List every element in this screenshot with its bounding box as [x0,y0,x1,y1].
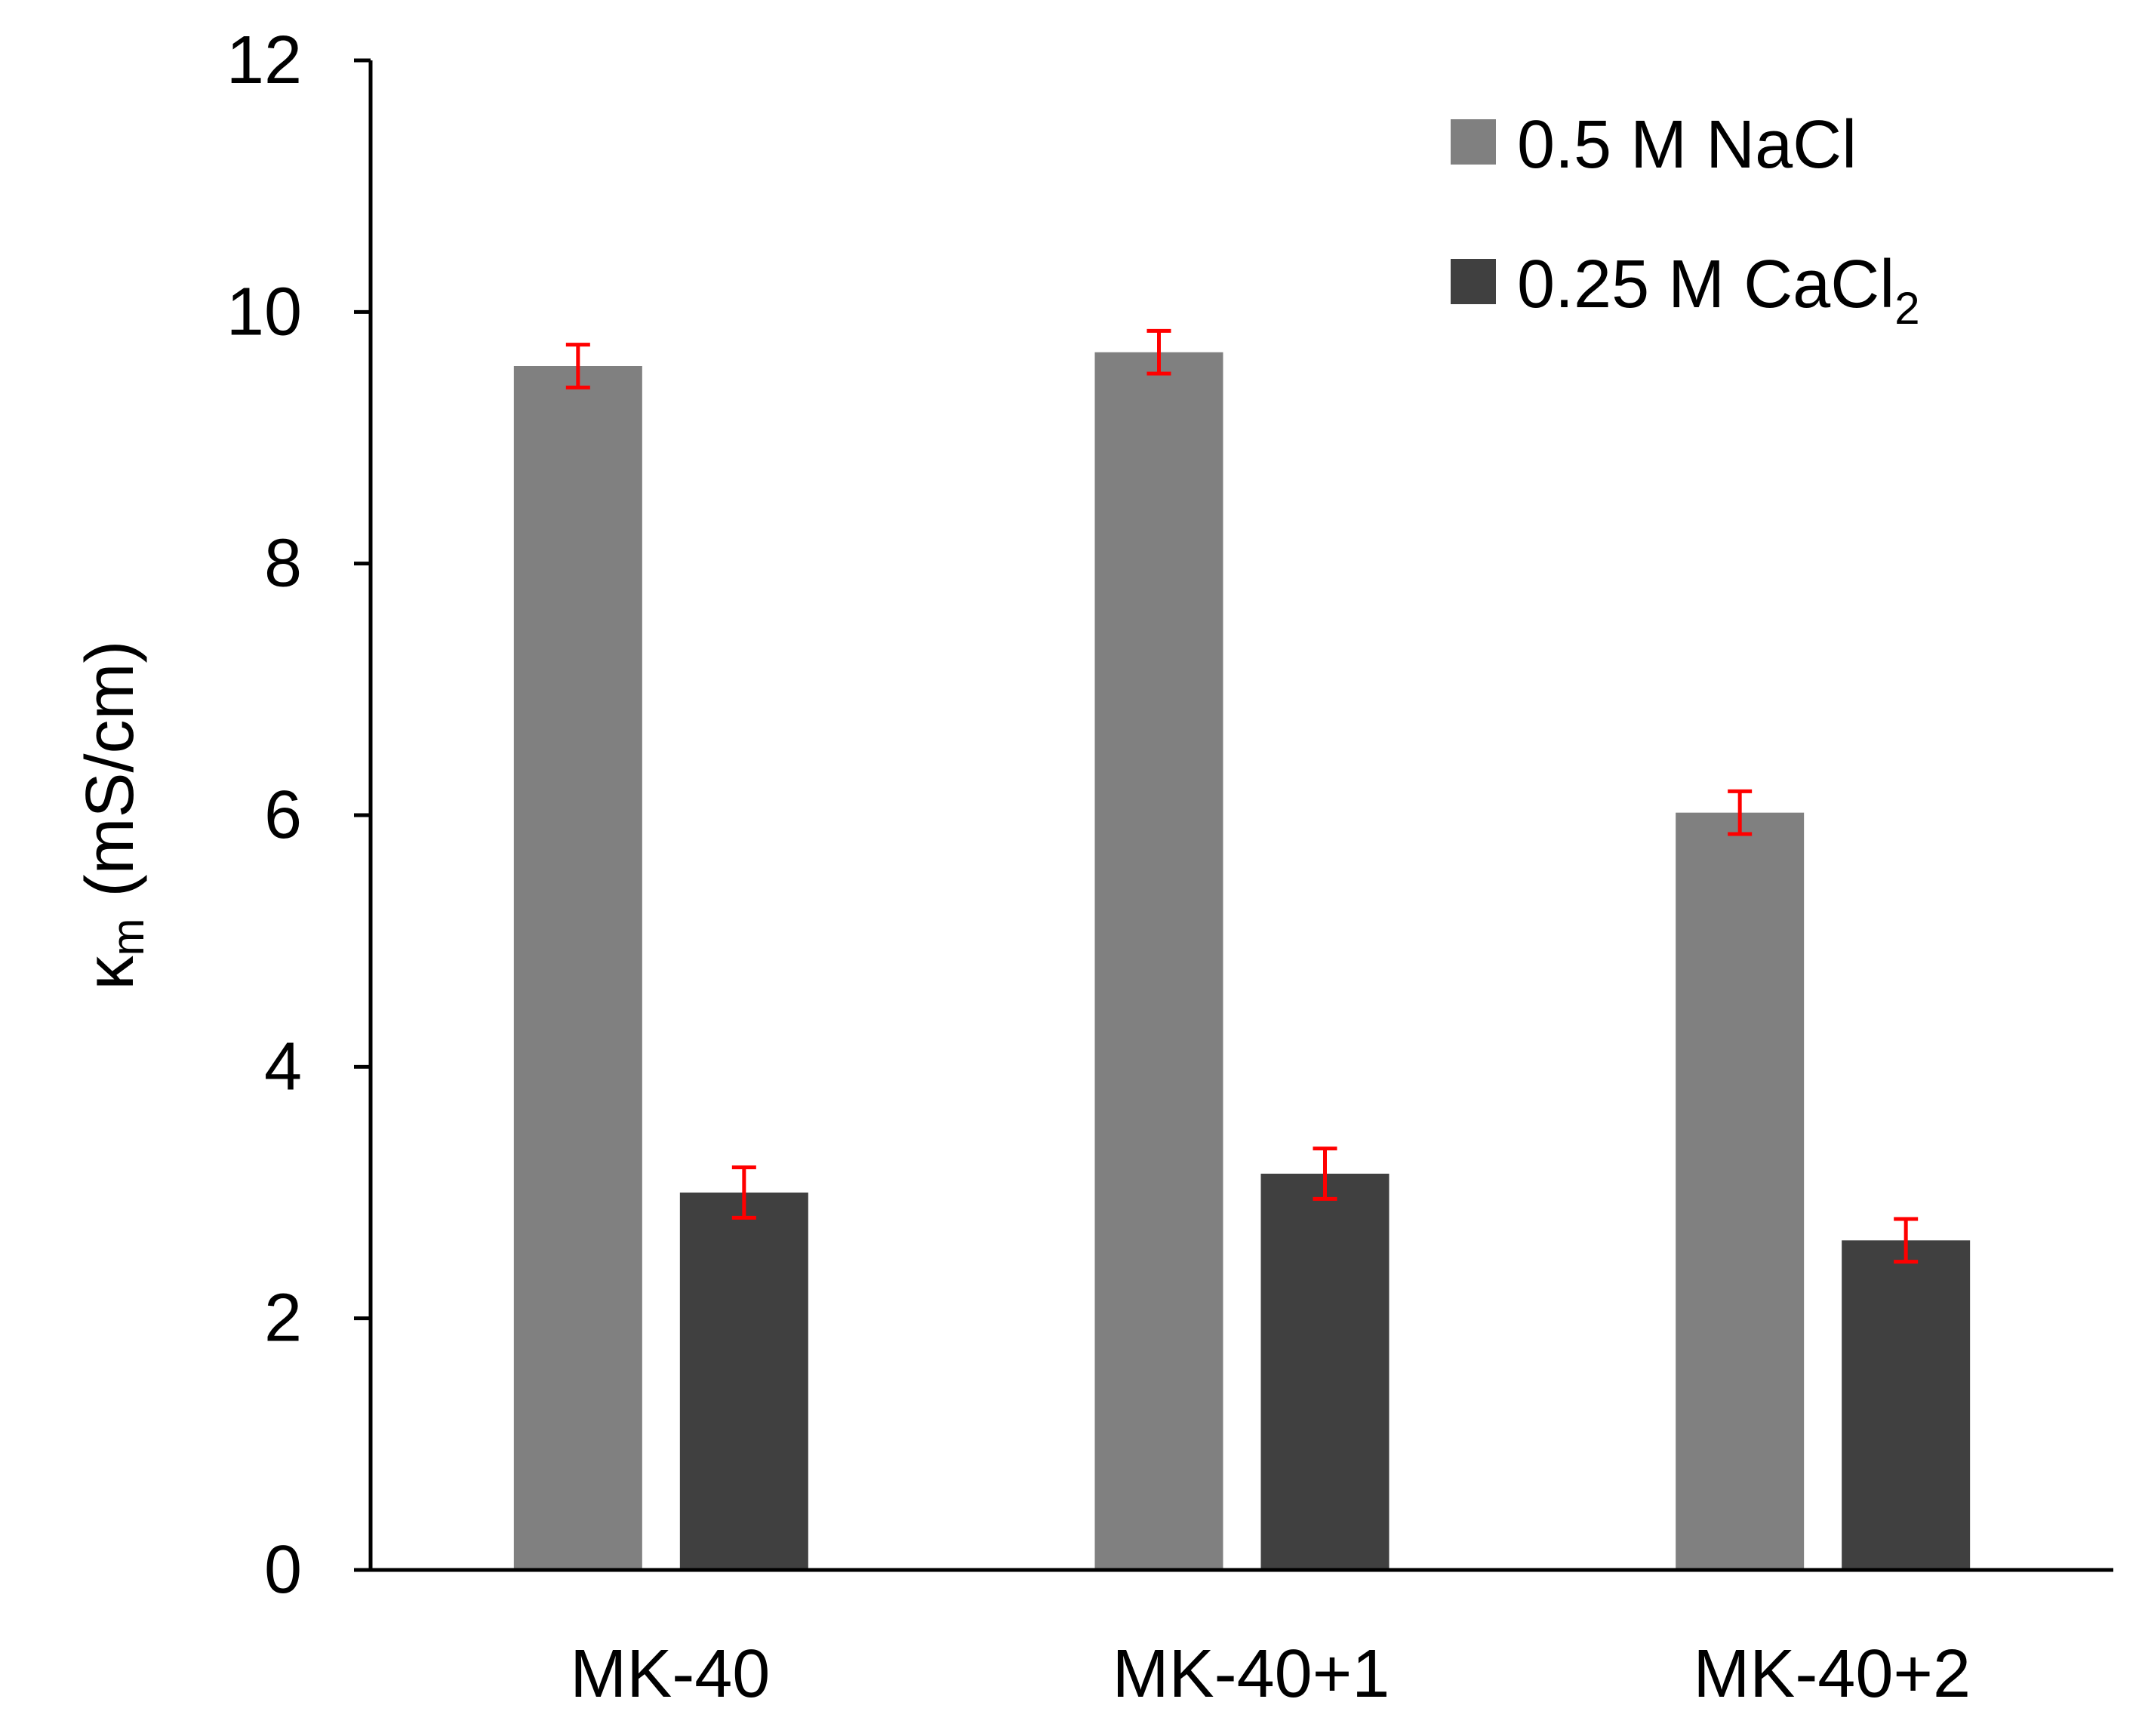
y-tick-label: 6 [264,777,302,853]
legend-label-nacl-main: 0.5 M NaCl [1517,107,1857,183]
y-tick-label: 12 [226,23,302,98]
bars-layer [513,352,1971,1571]
error-bar-cacl2-1 [1313,1147,1337,1201]
error-bars-layer [565,328,1919,1264]
y-tick-label: 8 [264,526,302,602]
error-bar-nacl-2 [1728,789,1753,836]
bar-nacl-2 [1676,812,1805,1570]
legend-label-cacl2-subscript: 2 [1894,283,1919,334]
error-bar-cacl2-2 [1894,1217,1919,1264]
bar-nacl-1 [1094,352,1223,1571]
error-bar-nacl-1 [1146,328,1171,376]
bar-cacl2-2 [1842,1240,1971,1570]
legend-label-nacl: 0.5 M NaCl [1517,107,1857,183]
bar-nacl-0 [513,366,642,1570]
x-category-label: MK-40 [570,1636,770,1712]
y-axis-label-unit: (mS/cm) [72,641,148,897]
y-axis-label-subscript: m [103,918,153,956]
y-tick-label: 0 [264,1532,302,1608]
legend-swatch-cacl2 [1451,259,1496,304]
legend-label-cacl2-main: 0.25 M CaCl [1517,247,1894,322]
y-axis-label: κm (mS/cm) [72,641,153,990]
y-tick-label: 10 [226,274,302,349]
bar-cacl2-0 [679,1193,808,1570]
y-axis-label-symbol: κ [72,955,148,990]
x-category-label: MK-40+2 [1693,1636,1971,1712]
y-ticks: 0 2 4 6 8 10 12 [226,23,371,1608]
legend-swatch-nacl [1451,119,1496,165]
error-bar-cacl2-0 [731,1165,756,1220]
legend-label-cacl2: 0.25 M CaCl2 [1517,247,1920,334]
bar-cacl2-1 [1260,1174,1390,1570]
x-category-label: MK-40+1 [1113,1636,1390,1712]
y-tick-label: 2 [264,1281,302,1356]
legend: 0.5 M NaCl 0.25 M CaCl2 [1451,107,1920,334]
y-tick-label: 4 [264,1029,302,1104]
error-bar-nacl-0 [565,343,590,389]
x-category-labels: MK-40 MK-40+1 MK-40+2 [570,1636,1971,1712]
